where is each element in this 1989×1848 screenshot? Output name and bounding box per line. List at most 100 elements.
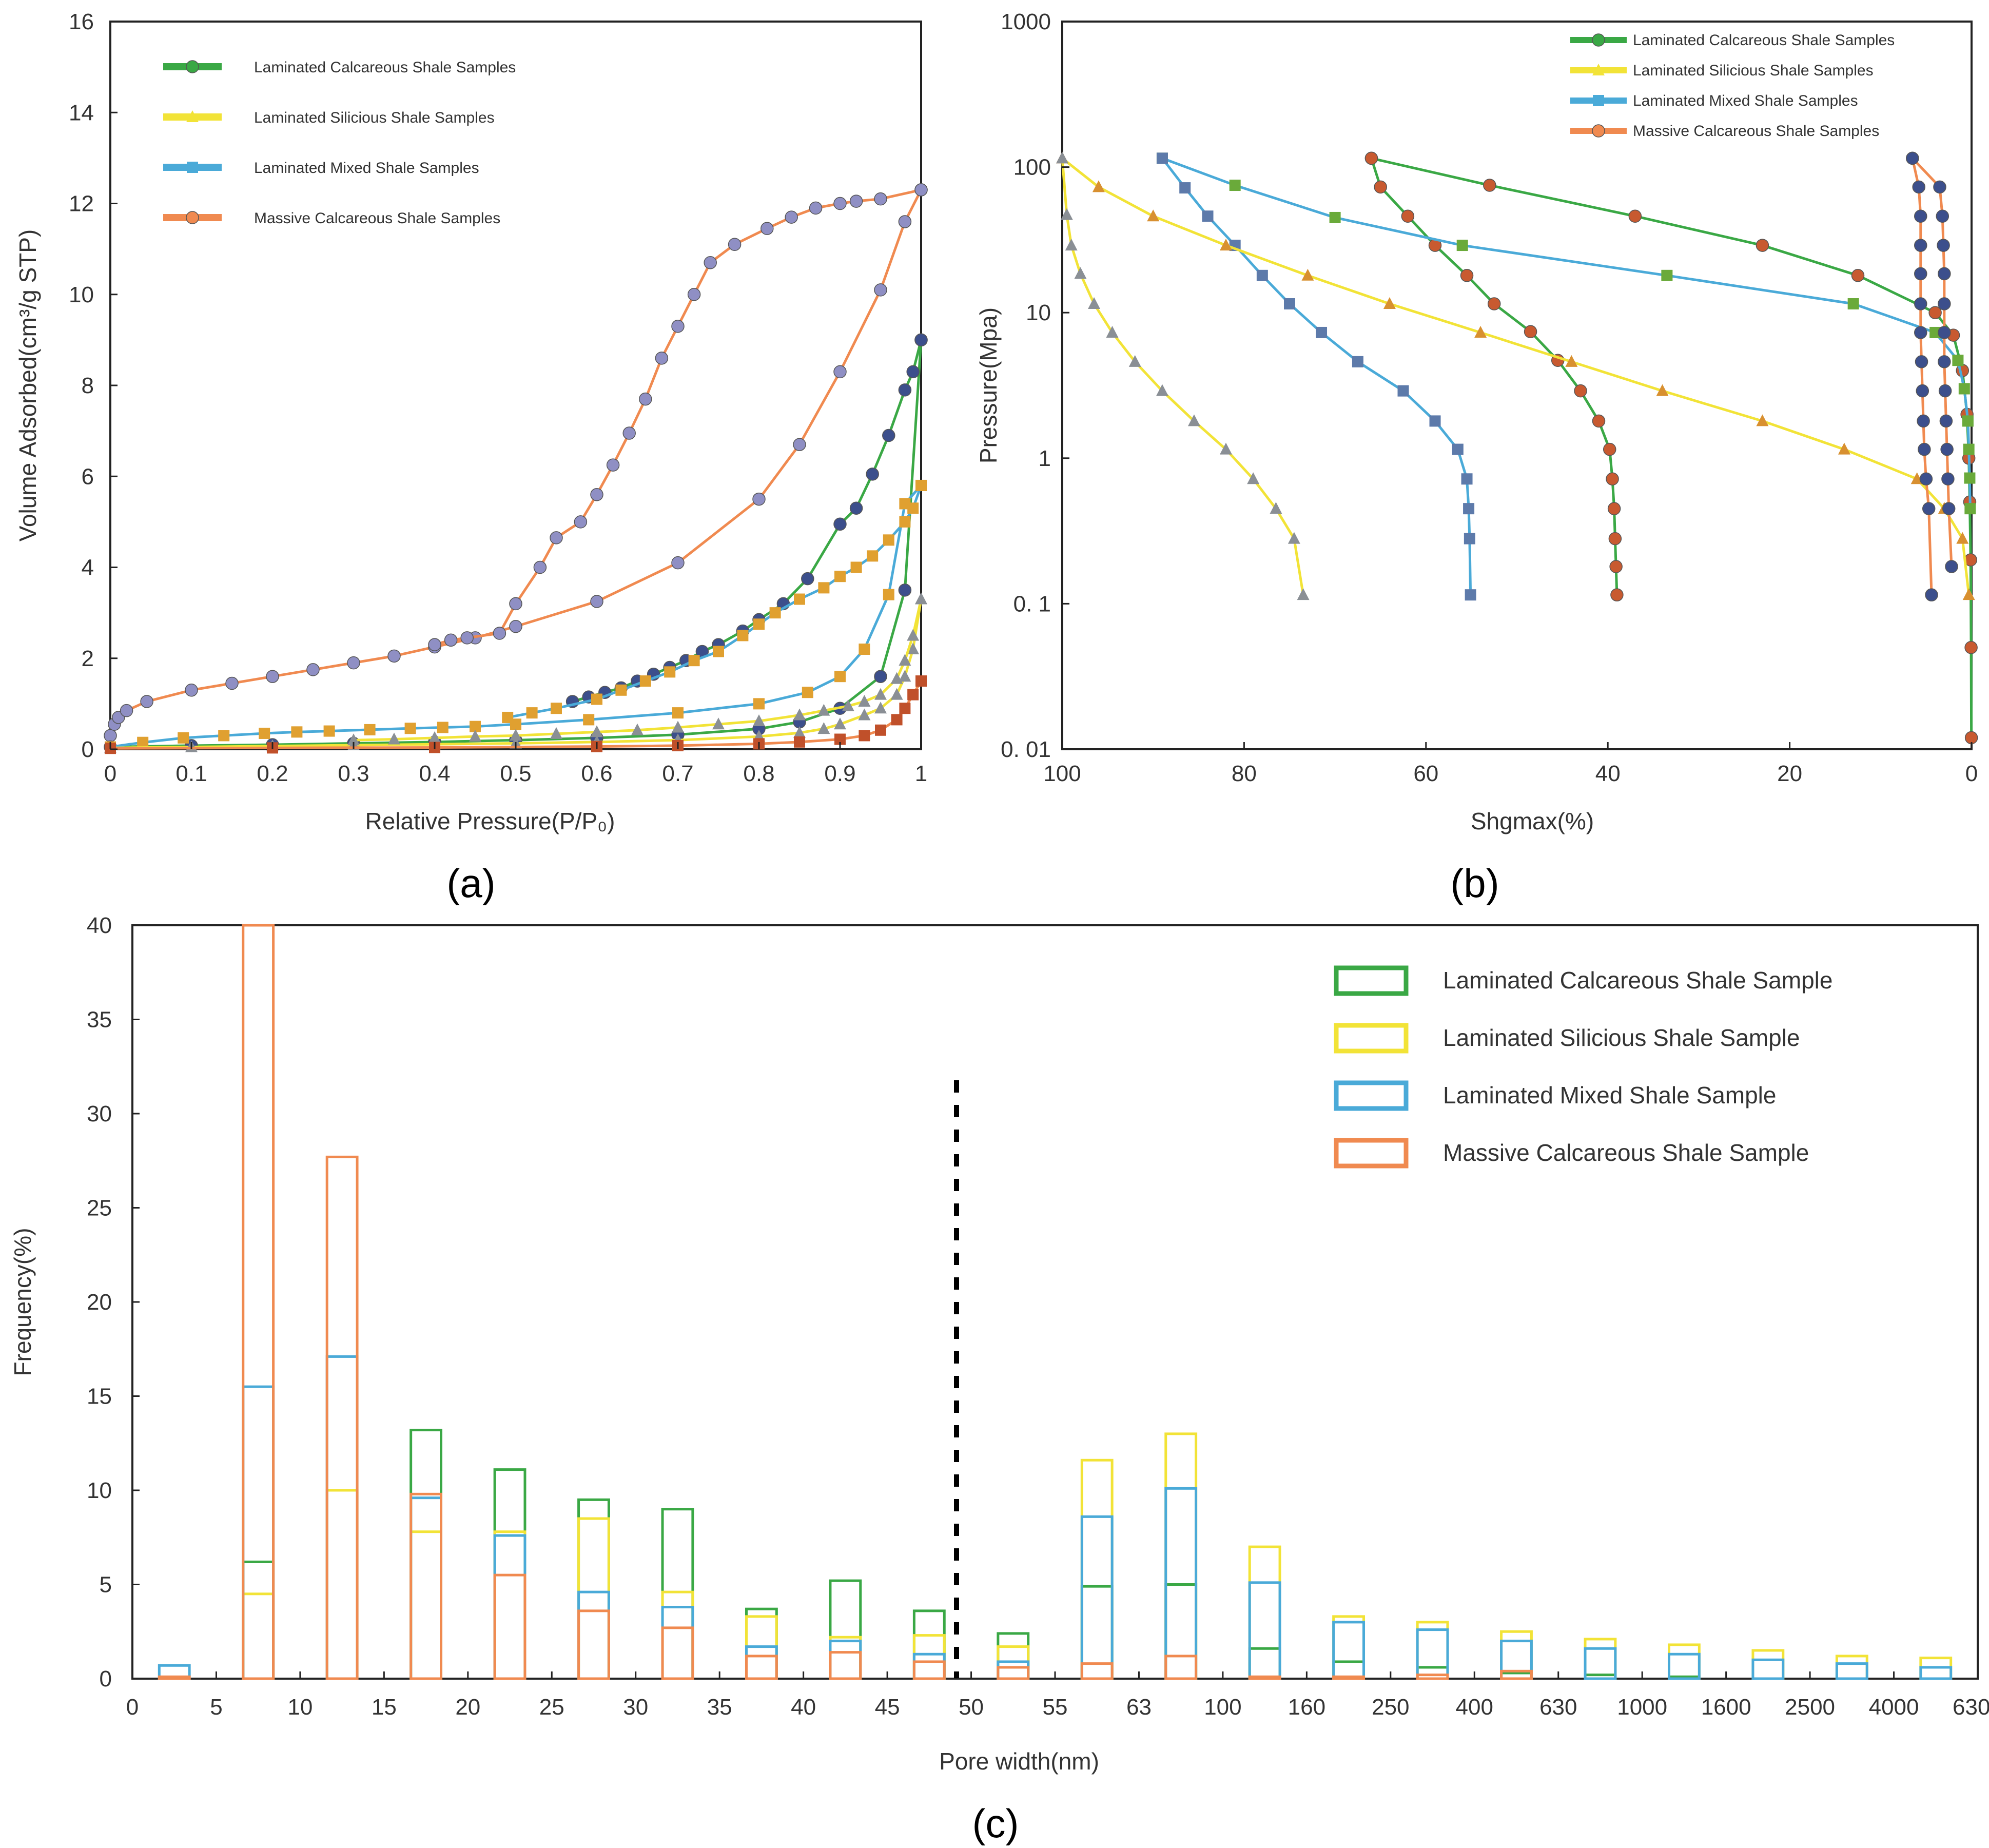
panel-c-x-tick-label: 630: [1539, 1695, 1577, 1720]
panel-a-data-point: [671, 320, 685, 333]
panel-b-data-point: [1284, 298, 1295, 309]
panel-c-x-tick-label: 160: [1288, 1695, 1325, 1720]
panel-a-data-point: [526, 707, 538, 719]
panel-c-y-tick-label: 15: [87, 1384, 112, 1409]
panel-c-y-tick-label: 35: [87, 1007, 112, 1033]
panel-c-bar: [577, 1609, 610, 1680]
panel-c-y-tick-label: 5: [100, 1572, 112, 1598]
panel-b-data-point: [1383, 297, 1396, 309]
panel-b-data-point: [1606, 472, 1619, 486]
panel-b-data-point: [1574, 384, 1587, 398]
panel-a-data-point: [850, 561, 862, 573]
panel-a-data-point: [728, 238, 742, 251]
panel-a-data-point: [874, 702, 887, 714]
panel-b-data-point: [1464, 533, 1475, 544]
panel-b-legend-marker: [1592, 33, 1605, 47]
panel-b-data-point: [1156, 384, 1168, 396]
panel-c-x-tick-label: 30: [623, 1695, 648, 1720]
panel-a-data-point: [444, 633, 458, 647]
panel-c-legend-label: Laminated Silicious Shale Sample: [1443, 1024, 1800, 1051]
panel-b-data-point: [1608, 532, 1622, 546]
panel-c-legend-label: Massive Calcareous Shale Sample: [1443, 1139, 1809, 1166]
panel-a-y-tick-label: 4: [82, 555, 94, 580]
panel-c-bar: [1751, 1658, 1785, 1680]
panel-a-data-point: [915, 592, 927, 605]
panel-a-data-point: [104, 729, 117, 743]
panel-b-data-point: [1963, 443, 1975, 455]
panel-a-data-point: [639, 675, 651, 687]
panel-a-data-point: [225, 676, 239, 690]
panel-c-bar: [242, 924, 275, 1680]
panel-c-y-tick-label: 10: [87, 1478, 112, 1503]
panel-a-data-point: [842, 699, 854, 711]
panel-b-x-tick-label: 80: [1232, 761, 1257, 786]
panel-a-legend-label: Laminated Mixed Shale Samples: [254, 160, 479, 177]
panel-b-legend-label: Laminated Calcareous Shale Samples: [1633, 32, 1895, 49]
panel-b-data-point: [1456, 240, 1468, 251]
panel-a-data-point: [833, 517, 847, 531]
panel-a-legend-marker: [186, 110, 199, 122]
panel-a-data-point: [898, 583, 912, 597]
panel-a-data-point: [907, 502, 919, 514]
panel-b-y-tick-label: 1: [1039, 446, 1051, 471]
panel-b-data-point: [1609, 560, 1623, 573]
panel-a-x-tick-label: 0.8: [743, 761, 774, 786]
panel-c-bar: [829, 1651, 862, 1680]
panel-b-x-tick-label: 60: [1413, 761, 1438, 786]
panel-b-series-line: [1371, 157, 1973, 738]
panel-a-data-point: [833, 365, 847, 379]
panel-b-data-point: [1219, 239, 1232, 251]
panel-a-x-tick-label: 0.7: [662, 761, 693, 786]
panel-b-data-point: [1461, 473, 1473, 485]
panel-b-legend-marker: [1592, 124, 1605, 138]
panel-a-data-point: [470, 721, 481, 732]
panel-b-data-point: [1937, 239, 1950, 252]
panel-b-data-point: [1247, 472, 1260, 484]
panel-a-data-point: [761, 222, 774, 235]
panel-b-x-axis-label: Shgmax(%): [1471, 808, 1594, 834]
panel-a-data-point: [631, 723, 644, 735]
panel-a-data-point: [687, 288, 701, 301]
panel-b-data-point: [1474, 325, 1487, 338]
panel-b-data-point: [1487, 297, 1501, 310]
panel-a-data-point: [591, 693, 602, 705]
panel-b-data-point: [1912, 180, 1925, 194]
panel-a-y-tick-label: 0: [82, 737, 94, 762]
panel-b-data-point: [1452, 443, 1464, 455]
panel-c-x-tick-label: 10: [287, 1695, 313, 1720]
panel-a-data-point: [639, 392, 652, 406]
panel-b-data-point: [1288, 532, 1300, 544]
panel-c-legend-swatch: [1334, 965, 1409, 996]
panel-b-data-point: [1939, 414, 1953, 428]
panel-b-data-point: [1465, 589, 1476, 601]
panel-a-data-point: [259, 727, 270, 739]
panel-c-bar: [1164, 1655, 1198, 1680]
panel-b-caption: (b): [1450, 861, 1499, 906]
panel-a-data-point: [882, 429, 895, 442]
panel-b-plot-area: [1061, 21, 1973, 750]
panel-b-legend-marker: [1592, 64, 1605, 75]
panel-a-data-point: [510, 729, 522, 741]
panel-c-x-tick-label: 5: [210, 1695, 222, 1720]
panel-a-data-point: [502, 711, 514, 723]
panel-a-data-point: [712, 717, 725, 730]
panel-c-bar: [745, 1655, 778, 1680]
panel-a-data-point: [737, 630, 749, 641]
panel-a-series-line: [110, 340, 923, 749]
panel-c-x-tick-label: 1600: [1701, 1695, 1751, 1720]
panel-a-x-tick-label: 0: [104, 761, 116, 786]
panel-a-y-tick-label: 2: [82, 646, 94, 671]
panel-b-data-point: [1952, 355, 1964, 366]
panel-a-data-point: [671, 556, 685, 570]
panel-a-data-point: [874, 192, 887, 206]
panel-a-caption: (a): [446, 861, 495, 906]
panel-c-bar: [997, 1666, 1030, 1680]
panel-a-data-point: [793, 708, 806, 721]
panel-a-data-point: [590, 488, 603, 501]
panel-a-data-point: [672, 721, 684, 733]
panel-c-x-tick-label: 15: [372, 1695, 397, 1720]
panel-a-data-point: [266, 670, 279, 683]
panel-b-data-point: [1628, 209, 1642, 223]
panel-a-legend-label: Massive Calcareous Shale Samples: [254, 210, 500, 227]
panel-b-data-point: [1106, 325, 1119, 338]
